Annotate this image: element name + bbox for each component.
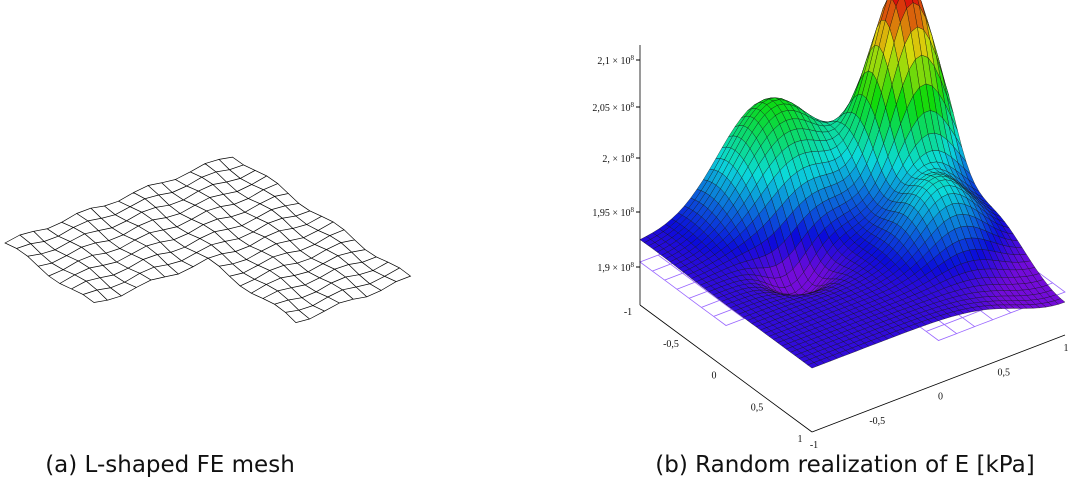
x-axis [639, 304, 813, 433]
y-axis [811, 334, 1066, 433]
y-tick-label: -1 [810, 440, 818, 451]
y-tick-label: -0,5 [869, 416, 885, 427]
caption: (a) L-shaped FE mesh [45, 452, 295, 478]
y-tick-label: 0 [938, 392, 943, 403]
x-tick-label: -1 [624, 307, 632, 318]
x-tick-label: 0,5 [751, 402, 764, 413]
surface-patch [807, 362, 819, 369]
z-tick-label: 1,9 × 108 [597, 261, 634, 274]
z-tick-label: 2, × 108 [602, 152, 634, 165]
mesh-lines [4, 156, 412, 323]
surface [639, 0, 1066, 369]
caption: (b) Random realization of E [kPa] [655, 452, 1034, 478]
x-tick-label: 1 [798, 434, 803, 445]
axes: 2,1 × 108 2,05 × 108 2, × 108 1,95 × 108 1,9… [592, 45, 1069, 451]
z-tick-label: 2,05 × 108 [592, 101, 634, 114]
fe-mesh [4, 156, 412, 323]
x-tick-label: -0,5 [663, 339, 679, 350]
z-tick-label: 2,1 × 108 [597, 54, 634, 67]
y-tick-label: 0,5 [998, 367, 1011, 378]
x-tick-label: 0 [712, 371, 717, 382]
z-tick-label: 1,95 × 108 [592, 206, 634, 219]
y-tick-label: 1 [1064, 343, 1069, 354]
